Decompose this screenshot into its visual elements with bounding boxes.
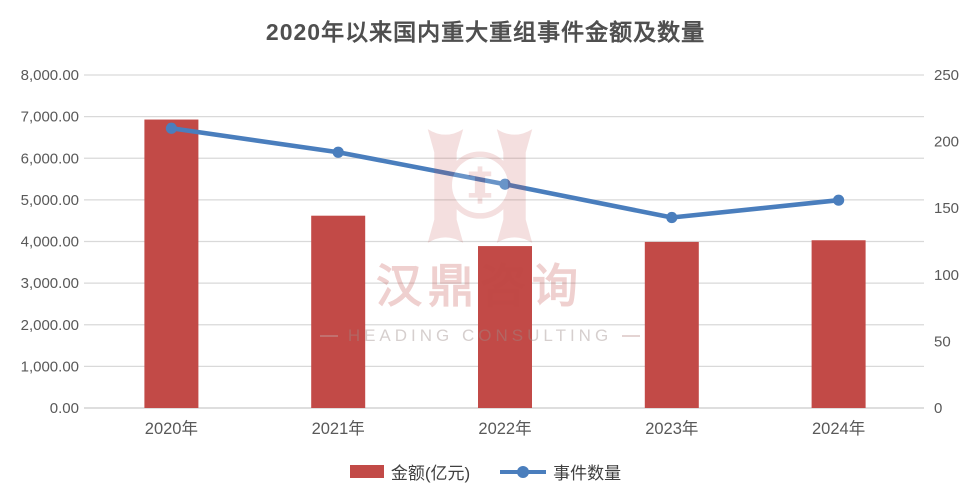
- line-swatch-icon: [500, 465, 547, 478]
- svg-text:2023年: 2023年: [645, 419, 698, 438]
- svg-text:6,000.00: 6,000.00: [21, 150, 79, 167]
- svg-text:2021年: 2021年: [312, 419, 365, 438]
- svg-text:7,000.00: 7,000.00: [21, 109, 79, 126]
- legend-label-amount: 金额(亿元): [390, 464, 471, 483]
- svg-text:5,000.00: 5,000.00: [21, 192, 79, 209]
- svg-text:200: 200: [934, 134, 959, 151]
- chart-title: 2020年以来国内重大重组事件金额及数量: [265, 19, 706, 45]
- svg-text:150: 150: [934, 200, 959, 217]
- line-swatch-marker: [517, 466, 530, 478]
- svg-text:4,000.00: 4,000.00: [21, 234, 79, 251]
- svg-text:2,000.00: 2,000.00: [21, 317, 79, 334]
- svg-text:2024年: 2024年: [812, 419, 865, 438]
- svg-text:3,000.00: 3,000.00: [21, 275, 79, 292]
- svg-text:1,000.00: 1,000.00: [21, 358, 79, 375]
- svg-text:100: 100: [934, 267, 959, 284]
- legend-item-amount: 金额(亿元): [349, 459, 471, 484]
- svg-text:2020年: 2020年: [145, 419, 198, 438]
- svg-text:8,000.00: 8,000.00: [21, 67, 79, 84]
- legend-item-count: 事件数量: [500, 459, 621, 484]
- bar-swatch-icon: [349, 465, 384, 478]
- svg-text:2022年: 2022年: [478, 419, 531, 438]
- svg-text:50: 50: [934, 333, 951, 350]
- svg-text:250: 250: [934, 67, 959, 84]
- svg-text:0: 0: [934, 400, 942, 417]
- svg-text:0.00: 0.00: [50, 400, 79, 417]
- legend-label-count: 事件数量: [553, 464, 622, 483]
- legend: 金额(亿元) 事件数量: [0, 459, 971, 484]
